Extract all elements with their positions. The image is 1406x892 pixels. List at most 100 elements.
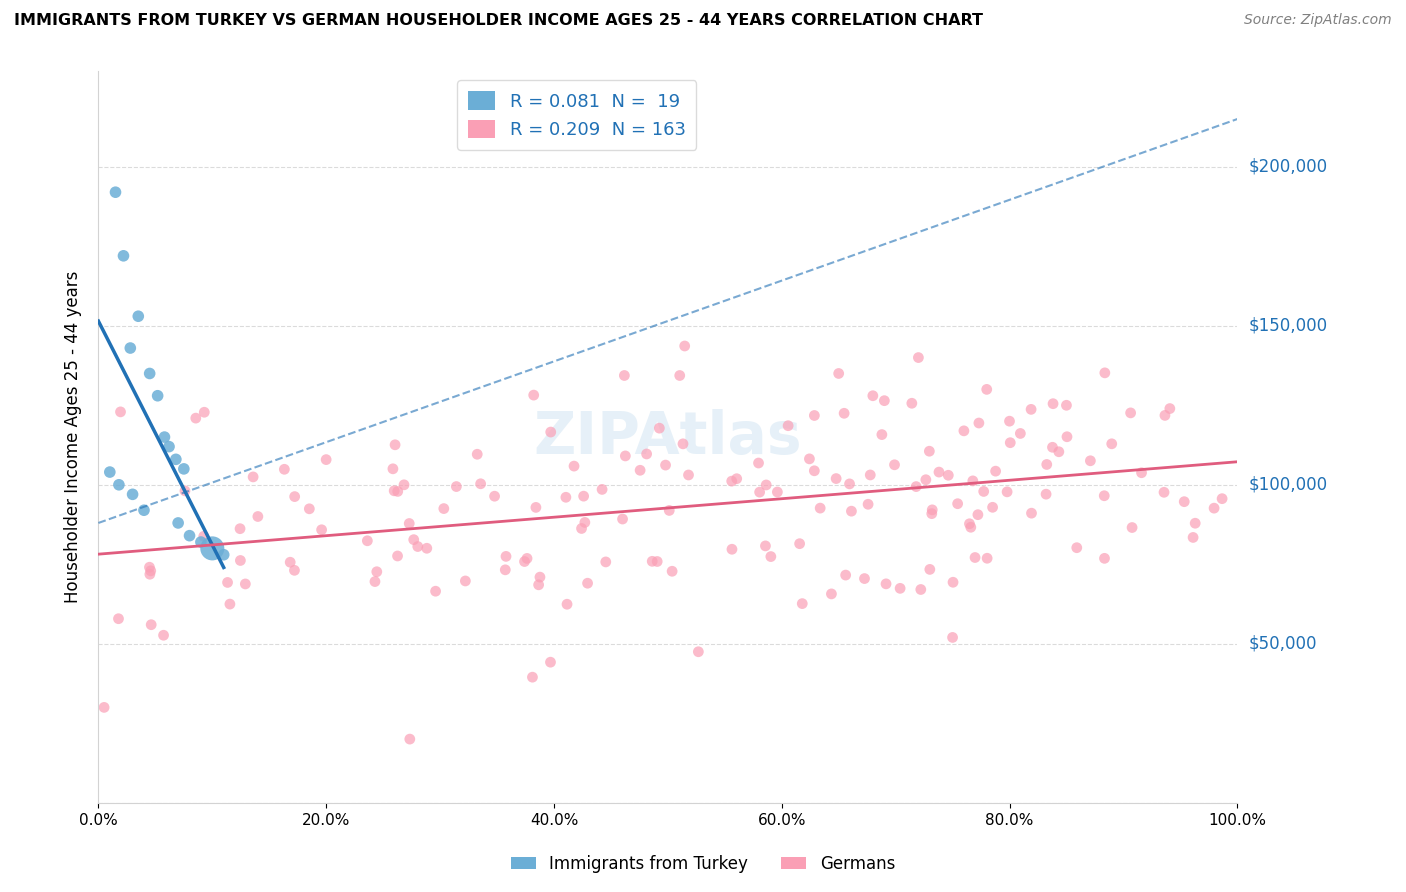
Point [915, 473, 938, 487]
Point [217, 575, 239, 590]
Point [425, 584, 447, 599]
Point [1092, 489, 1115, 503]
Text: Source: ZipAtlas.com: Source: ZipAtlas.com [1244, 13, 1392, 28]
Point [173, 462, 195, 476]
Text: $50,000: $50,000 [1249, 635, 1317, 653]
Point [1035, 458, 1057, 472]
Point [1000, 435, 1022, 450]
Point [98, 465, 121, 479]
Text: $150,000: $150,000 [1249, 317, 1327, 334]
Point [201, 541, 224, 556]
Point [1184, 516, 1206, 531]
Point [673, 339, 696, 353]
Point [995, 484, 1018, 499]
Point [484, 489, 506, 503]
Point [311, 523, 333, 537]
Point [614, 449, 637, 463]
Text: IMMIGRANTS FROM TURKEY VS GERMAN HOUSEHOLDER INCOME AGES 25 - 44 YEARS CORRELATI: IMMIGRANTS FROM TURKEY VS GERMAN HOUSEHO… [14, 13, 983, 29]
Point [672, 437, 695, 451]
Point [398, 732, 420, 747]
Point [315, 452, 337, 467]
Point [229, 522, 252, 536]
Point [661, 564, 683, 578]
Point [219, 597, 242, 611]
Point [873, 393, 896, 408]
Point [789, 537, 811, 551]
Point [382, 483, 405, 498]
Point [190, 535, 212, 549]
Point [967, 416, 990, 430]
Point [212, 548, 235, 562]
Point [936, 468, 959, 483]
Point [246, 509, 269, 524]
Point [838, 476, 860, 491]
Point [981, 500, 1004, 515]
Point [628, 463, 651, 477]
Point [562, 459, 585, 474]
Point [870, 427, 893, 442]
Point [392, 478, 415, 492]
Point [387, 549, 409, 563]
Text: $100,000: $100,000 [1249, 475, 1327, 494]
Point [841, 504, 863, 518]
Point [720, 474, 742, 488]
Point [648, 421, 671, 435]
Point [576, 576, 599, 591]
Point [1080, 454, 1102, 468]
Point [959, 520, 981, 534]
Point [1173, 494, 1195, 508]
Point [107, 612, 129, 626]
Point [1047, 444, 1070, 458]
Point [402, 533, 425, 547]
Point [112, 249, 135, 263]
Point [595, 555, 617, 569]
Point [1211, 491, 1233, 506]
Point [235, 577, 257, 591]
Point [141, 617, 163, 632]
Point [139, 567, 162, 582]
Point [998, 414, 1021, 428]
Point [494, 563, 516, 577]
Point [946, 497, 969, 511]
Point [725, 472, 748, 486]
Point [828, 367, 851, 381]
Point [146, 389, 169, 403]
Point [613, 368, 636, 383]
Point [1042, 440, 1064, 454]
Point [1094, 551, 1116, 566]
Point [907, 351, 929, 365]
Point [799, 451, 821, 466]
Point [862, 389, 884, 403]
Point [110, 405, 132, 419]
Point [229, 553, 252, 567]
Point [901, 396, 924, 410]
Point [356, 533, 378, 548]
Point [963, 550, 986, 565]
Point [754, 539, 776, 553]
Point [524, 500, 547, 515]
Point [298, 501, 321, 516]
Legend: R = 0.081  N =  19, R = 0.209  N = 163: R = 0.081 N = 19, R = 0.209 N = 163 [457, 80, 696, 150]
Point [654, 458, 676, 472]
Point [1153, 485, 1175, 500]
Point [120, 341, 142, 355]
Point [856, 497, 879, 511]
Point [513, 555, 536, 569]
Point [540, 425, 562, 439]
Point [193, 405, 215, 419]
Point [284, 490, 307, 504]
Point [921, 507, 943, 521]
Point [406, 540, 429, 554]
Point [658, 503, 681, 517]
Point [527, 578, 550, 592]
Point [905, 480, 928, 494]
Point [832, 406, 855, 420]
Point [121, 487, 143, 501]
Point [883, 458, 905, 472]
Point [688, 645, 710, 659]
Point [1121, 520, 1143, 534]
Point [108, 477, 131, 491]
Point [465, 447, 488, 461]
Point [179, 529, 201, 543]
Point [766, 485, 789, 500]
